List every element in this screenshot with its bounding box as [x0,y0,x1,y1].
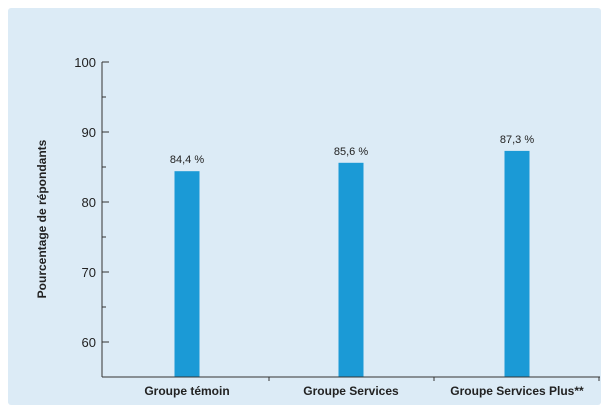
y-tick-label-80: 80 [82,195,96,210]
bar-3 [504,150,530,377]
labels-layer: 84,4 % Groupe témoin 85,6 % Groupe Services… [144,134,584,398]
chart-panel-background [8,8,601,405]
data-label-1: 84,4 % [170,154,204,166]
bar-2 [338,162,364,377]
axes-layer: 60 70 80 90 100 [74,55,600,381]
data-label-2: 85,6 % [334,146,368,158]
category-label-1: Groupe témoin [144,384,229,398]
y-axis-title: Pourcentage de répondants [35,139,49,298]
data-label-3: 87,3 % [500,134,534,146]
y-tick-label-90: 90 [82,125,96,140]
y-tick-label-70: 70 [82,265,96,280]
category-label-2: Groupe Services [303,384,399,398]
y-tick-label-100: 100 [74,55,96,70]
bars-layer [174,150,530,377]
bar-1 [174,171,200,377]
category-label-3: Groupe Services Plus** [450,384,584,398]
y-tick-label-60: 60 [82,335,96,350]
